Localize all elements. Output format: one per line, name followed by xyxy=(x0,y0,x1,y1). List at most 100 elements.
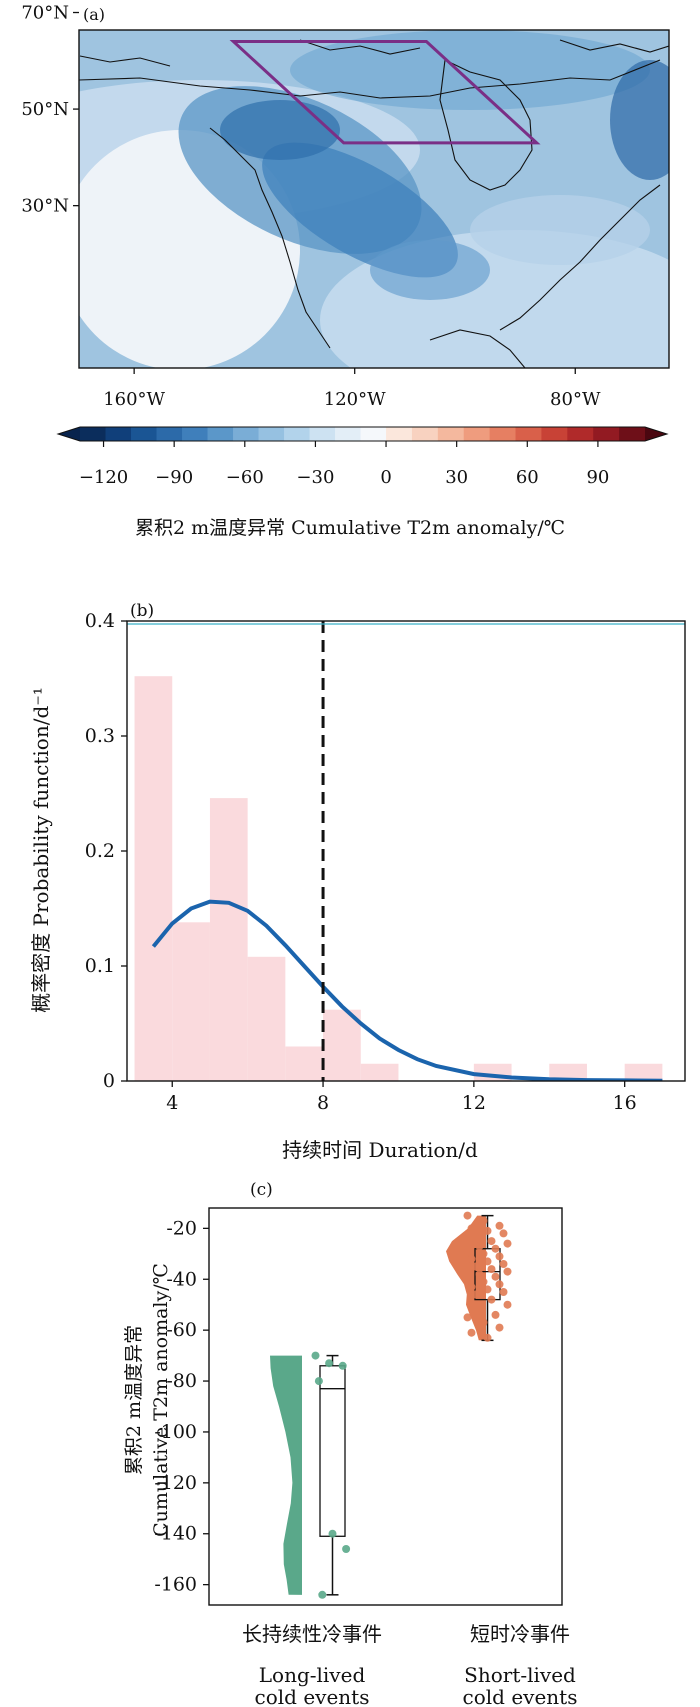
colorbar-tick-label: −90 xyxy=(155,467,193,488)
group-short-label-zh: 短时冷事件 xyxy=(470,1622,570,1646)
y-tick-label: -120 xyxy=(154,1472,197,1494)
data-point xyxy=(467,1254,476,1263)
data-point xyxy=(338,1361,347,1370)
data-point xyxy=(491,1244,500,1253)
y-tick-label: 0.1 xyxy=(85,955,115,977)
y-tick-label: -20 xyxy=(166,1217,197,1239)
fit-curve-line xyxy=(151,899,663,1081)
data-point xyxy=(495,1252,504,1261)
colorbar-segment xyxy=(437,427,465,441)
group-long-label-en-1: Long-lived xyxy=(259,1663,366,1687)
colorbar-segment xyxy=(105,427,132,441)
colorbar-max-arrow xyxy=(645,427,667,441)
panel-a-label: (a) xyxy=(83,5,105,24)
data-point xyxy=(475,1270,484,1279)
data-point xyxy=(325,1359,334,1368)
rain-y-axis: -20 -40 -60 -80 -100 -120 -140 -160 xyxy=(154,1217,209,1596)
data-point xyxy=(479,1318,488,1327)
data-point xyxy=(463,1275,472,1284)
panel-b-label: (b) xyxy=(130,601,154,621)
lon-tick-label: 80°W xyxy=(550,389,601,410)
data-point xyxy=(479,1249,488,1258)
colorbar-segment xyxy=(182,427,209,441)
map-lon-axis: 160°W 120°W 80°W xyxy=(103,368,601,410)
x-tick-label: 8 xyxy=(317,1092,329,1114)
data-point xyxy=(471,1234,480,1243)
data-point xyxy=(503,1239,512,1248)
panel-a: (a) 70°N50°N30°N 160°W 120 xyxy=(21,3,670,539)
colorbar-segment xyxy=(309,427,336,441)
data-point xyxy=(314,1377,323,1386)
histogram-bar xyxy=(209,798,248,1081)
data-point xyxy=(491,1272,500,1281)
lon-tick-label: 120°W xyxy=(324,389,386,410)
y-tick-label: -140 xyxy=(154,1523,197,1545)
x-tick-label: 4 xyxy=(166,1092,178,1114)
data-point xyxy=(311,1351,320,1360)
colorbar-segment xyxy=(80,427,107,441)
hist-x-label: 持续时间 Duration/d xyxy=(282,1138,478,1162)
data-point xyxy=(471,1290,480,1299)
lon-tick-label: 160°W xyxy=(103,389,165,410)
group-long-label-zh: 长持续性冷事件 xyxy=(242,1622,382,1646)
data-point xyxy=(499,1260,508,1268)
y-tick-label: -80 xyxy=(166,1370,197,1392)
histogram-bars xyxy=(134,676,663,1081)
data-point xyxy=(499,1229,508,1238)
histogram-bar xyxy=(549,1063,587,1081)
data-point xyxy=(503,1267,512,1276)
colorbar-tick-label: 0 xyxy=(380,467,391,488)
data-point xyxy=(479,1277,488,1286)
colorbar-segment xyxy=(360,427,387,441)
histogram-bar xyxy=(323,1009,361,1081)
rain-y-label-zh: 累积2 m温度异常 xyxy=(123,1325,145,1475)
map-lat-axis: 70°N 50°N 30°N xyxy=(21,3,79,217)
y-tick-label: 0.3 xyxy=(85,725,115,747)
colorbar-min-arrow xyxy=(58,427,80,441)
colorbar-tick-label: −120 xyxy=(79,467,128,488)
colorbar-segment xyxy=(411,427,439,441)
histogram-bar xyxy=(172,922,210,1081)
y-tick-label: -60 xyxy=(166,1319,197,1341)
data-point xyxy=(487,1265,496,1274)
anomaly-map xyxy=(79,30,669,368)
colorbar-segment xyxy=(233,427,260,441)
histogram-bar xyxy=(285,1046,324,1081)
data-point xyxy=(487,1295,496,1304)
data-point xyxy=(342,1545,351,1553)
colorbar: −120 −90 −60 −30 0 30 60 90 xyxy=(56,426,669,488)
rain-groups xyxy=(270,1211,512,1599)
group-short-label-en-2: cold events xyxy=(463,1685,578,1707)
data-point xyxy=(491,1310,500,1319)
hist-x-axis: 4 8 12 16 xyxy=(166,1081,637,1114)
data-point xyxy=(318,1590,327,1599)
colorbar-segment xyxy=(619,427,646,441)
colorbar-segment xyxy=(156,427,183,441)
hist-y-label: 概率密度 Probability function/d⁻¹ xyxy=(29,687,53,1013)
colorbar-segment xyxy=(463,427,491,441)
data-point xyxy=(463,1313,472,1322)
data-point xyxy=(475,1305,484,1314)
data-point xyxy=(467,1282,476,1291)
data-point xyxy=(483,1333,492,1342)
data-point xyxy=(479,1216,488,1225)
data-point xyxy=(467,1328,476,1337)
y-tick-label: -40 xyxy=(166,1268,197,1290)
rain-frame xyxy=(208,1207,563,1606)
histogram-bar xyxy=(247,956,286,1081)
colorbar-segment xyxy=(131,427,158,441)
data-point xyxy=(467,1224,476,1233)
data-point xyxy=(499,1288,508,1296)
half-violin xyxy=(270,1355,302,1595)
box xyxy=(474,1248,501,1301)
colorbar-tick-label: 90 xyxy=(586,467,609,488)
y-tick-label: -160 xyxy=(154,1574,197,1596)
map-frame xyxy=(78,29,670,369)
region-box xyxy=(229,40,541,145)
y-tick-label: 0 xyxy=(103,1070,115,1092)
x-tick-label: 12 xyxy=(462,1092,486,1114)
group-long-label-en-2: cold events xyxy=(255,1685,370,1707)
data-point xyxy=(487,1237,496,1246)
histogram-bar xyxy=(624,1063,663,1081)
